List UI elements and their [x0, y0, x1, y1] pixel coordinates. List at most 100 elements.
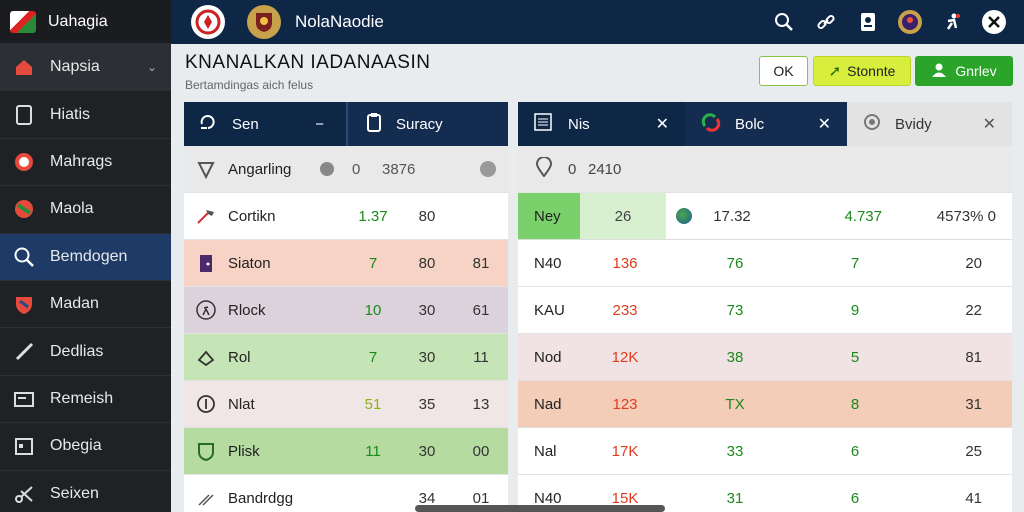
chevron-down-icon[interactable]: ⌄ [146, 60, 157, 75]
sidebar-item-maola[interactable]: Maola [0, 186, 171, 234]
row-b: 33 [726, 442, 744, 460]
calendar-icon [12, 434, 36, 458]
row-value-2: 30 [418, 348, 436, 366]
row-value-3: 00 [472, 442, 490, 460]
row-c: 5 [850, 348, 860, 366]
globe-icon [676, 208, 692, 224]
sidebar-item-seixen[interactable]: Seixen [0, 471, 171, 512]
collapse-icon[interactable]: − [315, 115, 324, 133]
row-value-3: 81 [472, 254, 490, 272]
sidebar-item-remeish[interactable]: Remeish [0, 376, 171, 424]
summary-label: Angarling [228, 160, 292, 178]
avatar-icon[interactable] [896, 8, 924, 36]
sidebar-item-bemdogen[interactable]: Bemdogen [0, 233, 171, 281]
row-a: 12K [611, 348, 639, 366]
list-icon [534, 113, 552, 135]
sidebar-item-label: Remeish [50, 389, 114, 407]
sidebar-header: Uahagia [0, 0, 171, 44]
row-name: Siaton [228, 254, 271, 272]
table-row[interactable]: Nod 12K 38 5 81 [518, 334, 1012, 381]
table-row[interactable]: Plisk 11 30 00 [184, 428, 508, 475]
sidebar-item-dedlias[interactable]: Dedlias [0, 328, 171, 376]
page-subtitle: Bertamdingas aich felus [185, 78, 314, 92]
row-name: Plisk [228, 442, 260, 460]
row-b: 76 [726, 254, 744, 272]
tab-nis-label: Nis [568, 115, 590, 133]
tab-bolc[interactable]: Bolc ✕ [685, 102, 847, 146]
sidebar-item-napsia[interactable]: Napsia ⌄ [0, 44, 171, 92]
sidebar-item-label: Napsia [50, 58, 100, 76]
search-icon[interactable] [770, 8, 798, 36]
sidebar: Uahagia Napsia ⌄ Hiatis Mahrags Maola Bemdoge… [0, 0, 171, 512]
clipboard-icon [366, 112, 382, 136]
row-value-3: 01 [472, 489, 490, 507]
table-row[interactable]: Nal 17K 33 6 25 [518, 428, 1012, 475]
tab-bvidy-label: Bvidy [895, 115, 932, 133]
badge-icon [184, 440, 228, 462]
accessibility-icon[interactable] [938, 8, 966, 36]
sidebar-item-hiatis[interactable]: Hiatis [0, 91, 171, 139]
table-row[interactable]: KAU 233 73 9 22 [518, 287, 1012, 334]
close-icon[interactable]: ✕ [982, 116, 996, 133]
bulb-icon [184, 393, 228, 415]
scissors-icon [12, 482, 36, 506]
row-b: TX [725, 395, 745, 413]
link-icon[interactable] [812, 8, 840, 36]
page-title: KNANALKAN IADANAASIN [185, 52, 431, 73]
row-value-1: 1.37 [358, 207, 388, 225]
search-icon [12, 245, 36, 269]
row-value-1: 11 [365, 442, 381, 460]
add-user-button[interactable]: Gnrlev [915, 56, 1013, 86]
row-c: 7 [850, 254, 860, 272]
row-name: Cortikn [228, 207, 276, 225]
summary-v1: 0 [568, 160, 577, 178]
row-key: Nod [534, 348, 562, 366]
tab-sen[interactable]: Sen − [184, 102, 348, 146]
top-bar: NolaNaodie [171, 0, 1024, 44]
sidebar-item-madan[interactable]: Madan [0, 281, 171, 329]
app-logo-icon [10, 10, 36, 33]
id-card-icon[interactable] [854, 8, 882, 36]
table-row[interactable]: N40 15K 31 6 41 [518, 475, 1012, 512]
tab-nis[interactable]: Nis ✕ [518, 102, 685, 146]
club-crest-icon[interactable] [191, 5, 225, 39]
table-row[interactable]: Rlock 10 30 61 [184, 287, 508, 334]
tab-bvidy[interactable]: Bvidy ✕ [847, 102, 1012, 146]
refresh-icon [198, 112, 218, 136]
door-icon [184, 253, 228, 273]
sidebar-item-label: Bemdogen [50, 247, 128, 265]
profile-icon[interactable] [980, 8, 1008, 36]
table-row[interactable]: Ney 26 17.32 4.737 4573% 0 [518, 193, 1012, 240]
tab-suracy[interactable]: Suracy [348, 102, 508, 146]
flag-icon [12, 197, 36, 221]
table-row[interactable]: N40 136 76 7 20 [518, 240, 1012, 287]
table-row[interactable]: Nad 123 TX 8 31 [518, 381, 1012, 428]
row-c: 6 [850, 442, 860, 460]
horizontal-scrollbar[interactable] [415, 505, 665, 512]
row-value-1: 10 [364, 301, 382, 319]
row-value-1: 7 [368, 348, 378, 366]
sidebar-item-label: Dedlias [50, 342, 104, 360]
row-value-1: 51 [364, 395, 382, 413]
table-row[interactable]: Siaton 7 80 81 [184, 240, 508, 287]
team-badge-icon[interactable] [247, 5, 281, 39]
table-row[interactable]: Cortikn 1.37 80 [184, 193, 508, 240]
sync-button[interactable]: ➚ Stonnte [813, 56, 911, 86]
add-user-button-label: Gnrlev [955, 63, 997, 79]
row-c: 8 [850, 395, 860, 413]
ok-button[interactable]: OK [759, 56, 808, 86]
table-row[interactable]: Nlat 51 35 13 [184, 381, 508, 428]
close-icon[interactable]: ✕ [655, 116, 669, 133]
summary-row: Angarling 0 3876 [184, 146, 508, 193]
close-icon[interactable]: ✕ [817, 116, 831, 133]
run-icon [184, 299, 228, 321]
sync-button-label: Stonnte [847, 63, 896, 79]
ok-button-label: OK [773, 63, 794, 79]
sidebar-item-mahrags[interactable]: Mahrags [0, 139, 171, 187]
sidebar-item-label: Obegia [50, 437, 102, 455]
sidebar-item-obegia[interactable]: Obegia [0, 423, 171, 471]
row-value-2: 35 [418, 395, 436, 413]
heart-shield-icon [184, 159, 228, 179]
table-row[interactable]: Rol 7 30 11 [184, 334, 508, 381]
row-name: Nlat [228, 395, 255, 413]
